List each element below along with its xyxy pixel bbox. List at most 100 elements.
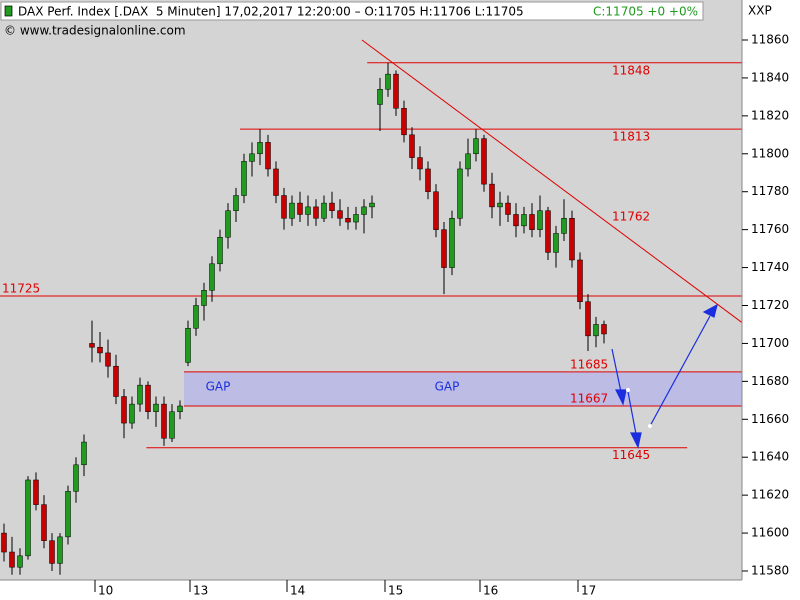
candle-body [513, 214, 519, 227]
projection-arrows [611, 303, 718, 449]
candle-body [545, 210, 551, 253]
candle-body [185, 328, 191, 363]
candle-body [241, 161, 247, 196]
candle-body [337, 210, 343, 219]
y-tick-label: 11600 [751, 526, 789, 540]
gap-label: GAP [206, 379, 231, 393]
arrow [611, 348, 622, 393]
candle-body [537, 210, 543, 230]
candle-body [97, 346, 103, 354]
candle-body [505, 202, 511, 215]
candle-body [441, 229, 447, 268]
candle-body [225, 210, 231, 238]
candle-body [145, 384, 151, 412]
candle-body [393, 73, 399, 109]
candle-body [265, 142, 271, 170]
candle-body [105, 352, 111, 367]
y-tick-label: 11720 [751, 298, 789, 312]
candle-body [89, 343, 95, 348]
candle-body [201, 290, 207, 306]
candle-body [417, 157, 423, 170]
candle-body [249, 153, 255, 162]
arrow-node [626, 388, 630, 392]
candle-body [33, 479, 39, 505]
candle-body [137, 384, 143, 405]
candle-body [385, 73, 391, 90]
y-tick-label: 11760 [751, 222, 789, 236]
candle-body [369, 202, 375, 208]
candle-body [377, 89, 383, 105]
candle-body [401, 108, 407, 136]
gap-zone [184, 371, 742, 407]
candle-body [297, 202, 303, 215]
candle-body [17, 555, 23, 568]
candle-body [489, 183, 495, 208]
x-tick-label: 16 [483, 584, 498, 598]
candle-body [593, 324, 599, 337]
candle-body [169, 411, 175, 439]
candle-body [49, 540, 55, 564]
candle-body [257, 142, 263, 155]
candle-body [577, 259, 583, 302]
candle-body [449, 218, 455, 268]
candle-body [553, 233, 559, 253]
candle-body [73, 464, 79, 492]
candle-body [473, 138, 479, 155]
y-tick-label: 11800 [751, 146, 789, 160]
source: © www.tradesignalonline.com [4, 24, 186, 38]
candle-body [561, 218, 567, 234]
x-tick-label: 14 [290, 584, 305, 598]
y-tick-label: 11620 [751, 488, 789, 502]
level-label: 11667 [570, 392, 608, 406]
candle-body [481, 138, 487, 185]
candle-body [65, 491, 71, 538]
candle-body [9, 551, 15, 568]
axes: 11580 11600 11620 11640 11660 11680 11700 11720… [94, 33, 789, 598]
candle-body [425, 168, 431, 192]
y-tick-label: 11640 [751, 450, 789, 464]
candle-body [569, 218, 575, 261]
x-tick-label: 17 [581, 584, 596, 598]
x-tick-label: 13 [193, 584, 208, 598]
y-tick-label: 11680 [751, 374, 789, 388]
header-title: DAX Perf. Index [.DAX 5 Minuten] 17,02,2… [18, 5, 524, 19]
y-tick-label: 11740 [751, 260, 789, 274]
level-label: 11725 [2, 282, 40, 296]
candle-body [161, 403, 167, 439]
gap-label: GAP [435, 379, 460, 393]
trendline [361, 39, 743, 323]
header-box [0, 1, 704, 21]
candle-body [585, 301, 591, 337]
y-tick-label: 11820 [751, 108, 789, 122]
header-icon [4, 5, 13, 17]
y-tick-label: 11860 [751, 33, 789, 47]
candle-body [25, 479, 31, 557]
candle-body [521, 214, 527, 227]
candle-body [457, 168, 463, 219]
candle-body [361, 206, 367, 215]
candle-body [601, 324, 607, 335]
arrow [649, 315, 711, 427]
level-label: 11848 [612, 63, 650, 77]
candle-body [209, 263, 215, 291]
y-tick-label: 11840 [751, 70, 789, 84]
arrow [627, 391, 637, 435]
candle-body [313, 206, 319, 219]
axis-label: XXP [748, 4, 772, 18]
arrow-head [615, 389, 627, 406]
candle-body [193, 305, 199, 329]
candle-body [153, 403, 159, 412]
plot-background [0, 0, 742, 580]
candle-body [289, 202, 295, 219]
candle-body [409, 134, 415, 158]
candle-body [345, 218, 351, 223]
arrow-head [702, 303, 718, 318]
candle-body [465, 153, 471, 170]
candle-body [113, 365, 119, 397]
candle-body [177, 405, 183, 412]
level-label: 11645 [612, 448, 650, 462]
y-tick-label: 11700 [751, 336, 789, 350]
level-label: 11685 [570, 357, 608, 371]
candle-body [497, 202, 503, 208]
